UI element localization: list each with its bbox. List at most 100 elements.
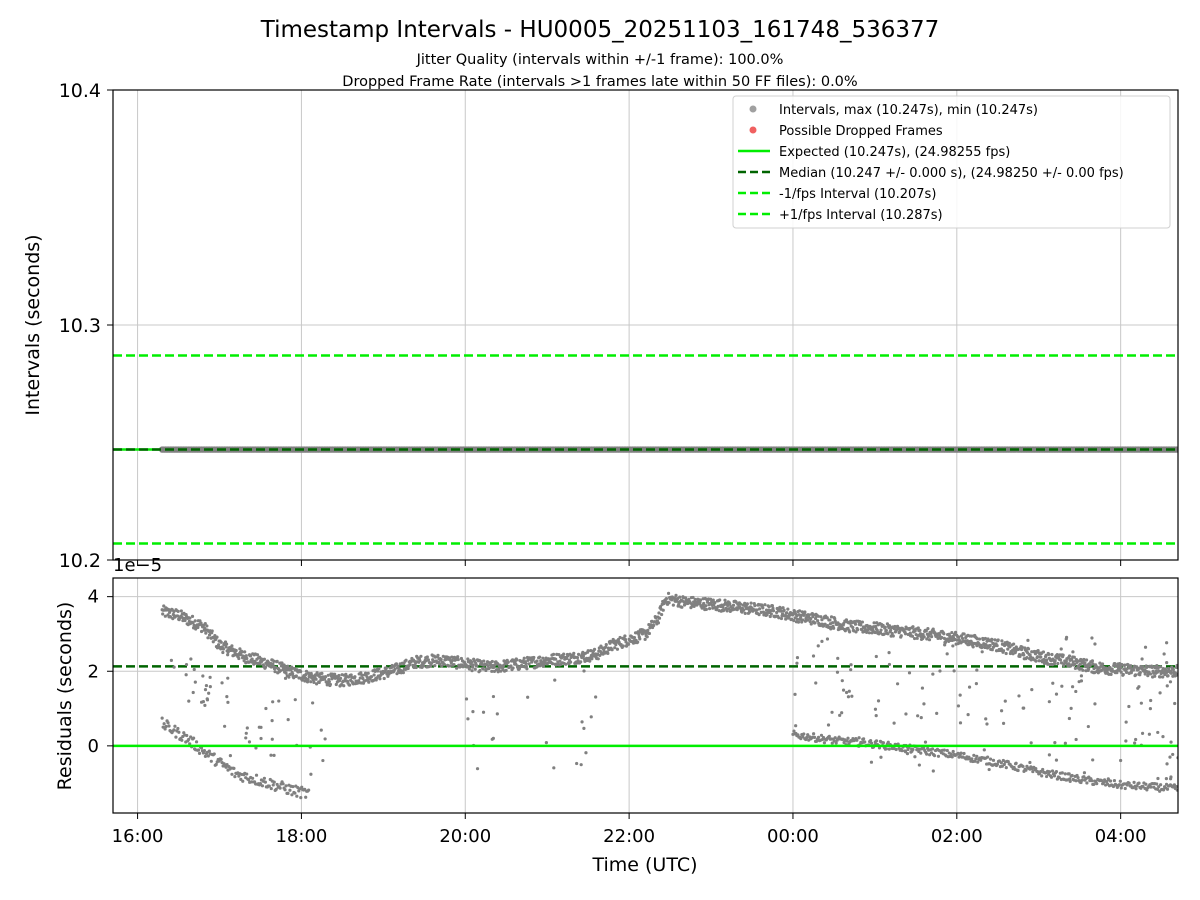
residual-point	[1029, 741, 1033, 745]
residual-point	[203, 621, 207, 626]
residual-point	[683, 602, 687, 606]
residual-point	[591, 651, 595, 655]
residual-point	[1129, 664, 1133, 668]
residual-point	[1147, 732, 1151, 736]
residual-point	[846, 695, 851, 699]
residual-point	[176, 609, 180, 613]
residual-point	[433, 663, 437, 668]
residual-point	[254, 773, 259, 777]
residual-point	[1087, 667, 1091, 671]
residual-point	[1034, 659, 1038, 663]
residual-point	[805, 618, 810, 622]
residual-point	[657, 616, 662, 620]
residual-point	[328, 682, 333, 687]
residual-point	[361, 676, 365, 681]
residual-point	[1168, 755, 1172, 759]
residual-point	[304, 672, 308, 677]
residual-point	[1072, 655, 1076, 659]
residual-point	[582, 669, 586, 673]
residual-point	[658, 605, 663, 609]
residual-point	[731, 603, 736, 607]
residual-point	[481, 667, 485, 671]
residual-point	[459, 656, 464, 661]
residual-point	[1064, 635, 1069, 639]
residual-point	[541, 656, 545, 660]
residual-point	[792, 729, 796, 733]
residual-point	[915, 636, 919, 640]
residual-point	[572, 651, 576, 655]
residual-point	[238, 647, 242, 651]
residual-point	[951, 749, 955, 754]
residual-point	[541, 664, 546, 668]
residual-point	[1079, 679, 1084, 683]
residual-point	[1031, 769, 1035, 774]
residual-point	[816, 644, 820, 648]
residual-point	[317, 680, 321, 685]
residual-point	[1156, 776, 1160, 781]
residual-point	[995, 762, 1000, 766]
residual-point	[943, 643, 947, 647]
residual-point	[309, 772, 313, 776]
residual-point	[1174, 784, 1178, 789]
residual-point	[885, 622, 890, 626]
residual-point	[718, 598, 722, 602]
residual-point	[482, 659, 486, 663]
residual-point	[667, 601, 671, 605]
residual-point	[1140, 657, 1144, 661]
residual-point	[245, 772, 249, 776]
residual-point	[953, 630, 958, 634]
residual-point	[834, 741, 838, 745]
residual-point	[1055, 653, 1059, 657]
residual-point	[753, 603, 757, 608]
residual-point	[823, 622, 827, 626]
residual-point	[187, 699, 191, 703]
residual-point	[184, 673, 188, 677]
residual-point	[1026, 638, 1030, 642]
residual-point	[473, 667, 477, 671]
residual-point	[162, 604, 166, 608]
residual-point	[1050, 769, 1055, 773]
residual-point	[881, 623, 885, 628]
residual-point	[904, 712, 908, 716]
x-tick-label: 22:00	[603, 826, 655, 847]
residual-point	[264, 706, 268, 711]
residual-point	[1024, 768, 1028, 772]
residual-point	[406, 666, 410, 671]
residual-point	[833, 616, 837, 621]
residual-point	[1040, 774, 1044, 778]
residual-point	[830, 710, 834, 714]
residual-point	[283, 788, 287, 792]
residual-point	[881, 741, 886, 745]
residual-point	[809, 617, 813, 621]
residual-point	[337, 673, 341, 678]
x-tick-label: 02:00	[931, 826, 983, 847]
residual-point	[475, 767, 480, 771]
residual-point	[247, 778, 251, 782]
residual-point	[1003, 699, 1007, 703]
residual-point	[898, 629, 902, 633]
residual-point	[353, 675, 357, 679]
interval-point	[1174, 446, 1178, 453]
residual-point	[1118, 779, 1122, 783]
residual-point	[467, 664, 471, 668]
residual-point	[1091, 662, 1095, 666]
residual-point	[515, 658, 519, 662]
residual-point	[366, 671, 370, 675]
residual-point	[269, 753, 273, 757]
residual-point	[884, 747, 888, 751]
residual-point	[464, 697, 469, 701]
residual-point	[201, 674, 205, 678]
residual-point	[172, 665, 176, 669]
residual-point	[1169, 775, 1173, 779]
residual-point	[1171, 667, 1175, 672]
residual-point	[206, 636, 210, 640]
residual-point	[197, 751, 202, 755]
residual-point	[372, 673, 376, 677]
residual-point	[988, 757, 993, 761]
residual-point	[979, 758, 983, 762]
residual-point	[1069, 706, 1073, 710]
residual-point	[586, 649, 590, 653]
residual-point	[1166, 666, 1171, 671]
legend-label: Expected (10.247s), (24.98255 fps)	[779, 145, 1010, 160]
residual-point	[210, 629, 214, 633]
